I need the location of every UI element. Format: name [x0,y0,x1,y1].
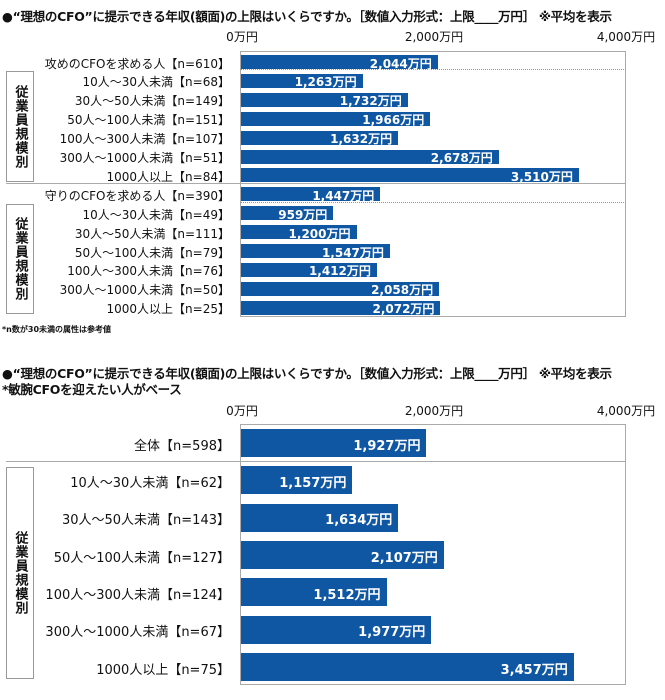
value-label: 1,634万円 [325,513,393,529]
value-label: 2,044万円 [369,56,432,71]
chart1-plot-area [240,51,626,317]
category-label: 50人～100人未満【n=151】 [67,113,230,128]
bar [241,130,399,145]
bar [241,92,408,107]
category-label: 攻めのCFOを求める人【n=610】 [44,56,230,71]
bar [241,187,381,202]
chart1-group-divider [6,183,626,184]
value-label: 1,200万円 [288,226,351,241]
category-label: 10人～30人未満【n=68】 [82,75,230,90]
category-label: 100人～300人未満【n=124】 [45,588,230,604]
category-label: 100人～300人未満【n=107】 [59,132,230,147]
chart2-tick-4000: 4,000万円 [596,404,656,418]
chart2-plot-area [240,424,626,685]
category-label: 全体【n=598】 [134,438,230,454]
value-label: 3,457万円 [500,662,568,678]
bar [241,168,579,183]
chart2-group-label: 従業員規模別 [6,467,34,679]
value-label: 2,678万円 [430,151,493,165]
category-label: 30人～50人未満【n=149】 [74,94,230,109]
value-label: 3,510万円 [510,169,573,184]
bar [241,300,441,315]
category-label: 30人～50人未満【n=111】 [74,226,230,241]
category-label: 300人～1000人未満【n=50】 [59,283,230,298]
chart2-subtitle: *敏腕CFOを迎えたい人がベース [2,382,182,397]
bar [241,281,440,296]
category-label: 100人～300人未満【n=76】 [67,264,230,279]
chart1-group-label-a: 従業員規模別 [6,71,34,182]
bar [241,73,363,88]
chart1-group-label-b: 従業員規模別 [6,204,34,314]
category-label: 300人～1000人未満【n=51】 [59,151,230,165]
value-label: 1,632万円 [330,132,393,147]
category-label: 1000人以上【n=25】 [106,302,230,317]
bar [241,466,353,495]
value-label: 1,512万円 [313,588,381,604]
bar [241,55,438,69]
bar [241,225,357,240]
category-label: 10人～30人未満【n=62】 [70,476,230,492]
value-label: 1,977万円 [358,625,426,641]
bar [241,244,390,258]
category-label: 50人～100人未満【n=79】 [74,245,230,260]
value-label: 1,263万円 [294,75,357,90]
chart1-tick-2000: 2,000万円 [404,30,464,44]
value-label: 959万円 [278,207,328,222]
bar [241,262,377,277]
value-label: 1,412万円 [308,264,371,279]
chart1-footnote: *n数が30未満の属性は参考値 [2,325,112,334]
value-label: 1,966万円 [362,113,425,128]
chart1-dotted-divider-2 [240,202,626,203]
bar [241,615,432,644]
chart1-title: ●“理想のCFO”に提示できる年収(額面)の上限はいくらですか。［数値入力形式：… [2,9,612,24]
bar [241,111,431,126]
bar [241,149,499,164]
value-label: 1,732万円 [339,94,402,109]
group-label-text: 従業員規模別 [12,531,28,615]
chart1-dotted-divider [240,69,626,70]
group-label-text: 従業員規模別 [12,84,28,169]
chart1-tick-4000: 4,000万円 [596,30,656,44]
value-label: 1,447万円 [312,188,375,203]
category-label: 10人～30人未満【n=49】 [82,207,230,222]
value-label: 1,927万円 [353,438,421,454]
chart1-tick-0: 0万円 [226,30,258,44]
value-label: 1,157万円 [279,476,347,492]
chart2-tick-0: 0万円 [226,404,258,418]
value-label: 1,547万円 [321,245,384,260]
chart2-group-divider [6,461,626,462]
category-label: 300人～1000人未満【n=67】 [45,625,230,641]
bar [241,206,334,221]
chart2-tick-2000: 2,000万円 [404,404,464,418]
group-label-text: 従業員規模別 [12,217,28,301]
bar [241,429,427,457]
category-label: 守りのCFOを求める人【n=390】 [44,188,230,203]
bar [241,652,574,681]
value-label: 2,058万円 [371,283,434,298]
bar [241,578,387,607]
category-label: 1000人以上【n=75】 [96,662,230,678]
bar [241,503,399,532]
chart2-title: ●“理想のCFO”に提示できる年収(額面)の上限はいくらですか。［数値入力形式：… [2,366,612,381]
category-label: 30人～50人未満【n=143】 [61,513,230,529]
value-label: 2,107万円 [370,550,438,566]
category-label: 50人～100人未満【n=127】 [53,550,230,566]
category-label: 1000人以上【n=84】 [106,169,230,184]
bar [241,540,444,569]
value-label: 2,072万円 [372,302,435,317]
